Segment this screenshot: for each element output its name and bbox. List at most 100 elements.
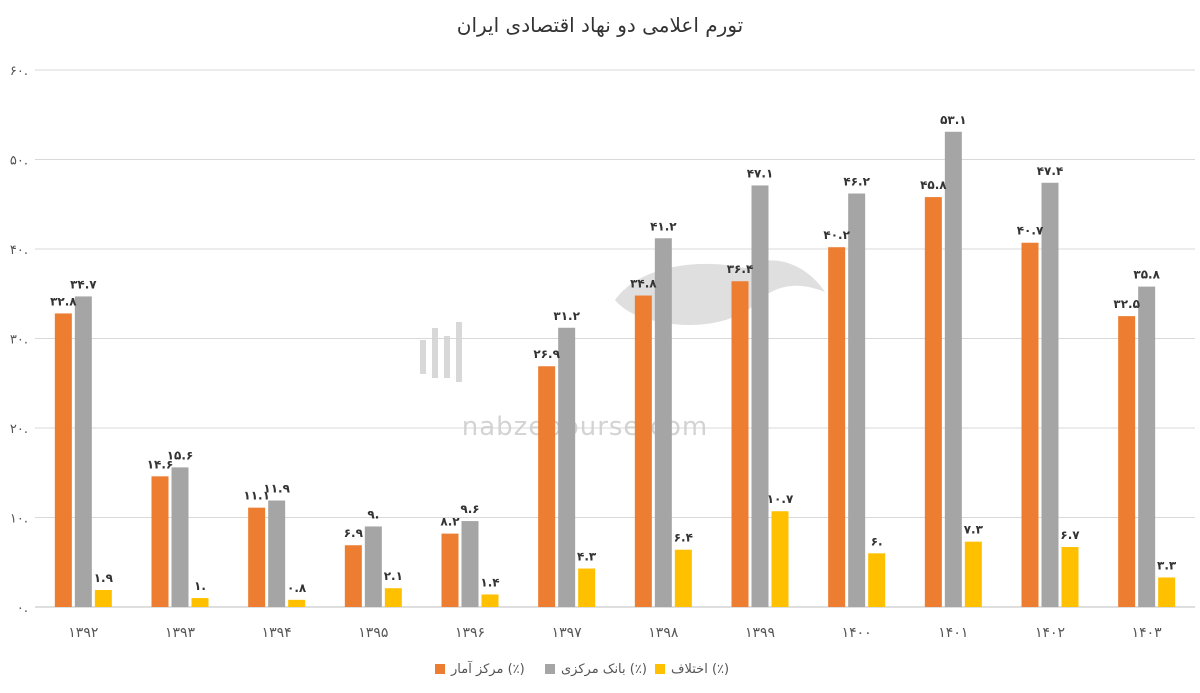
- bar: [441, 533, 459, 607]
- data-label: ۴۰.۷: [1017, 224, 1044, 238]
- legend-swatch: [545, 664, 555, 674]
- data-label: ۳۴.۷: [70, 277, 97, 291]
- data-label: ۴۰.۲: [823, 228, 850, 242]
- bar: [191, 598, 209, 607]
- x-tick-label: ۱۴۰۲: [1035, 625, 1065, 641]
- legend: مرکز آمار (٪) بانک مرکزی (٪) اختلاف (٪): [435, 660, 729, 677]
- x-tick-label: ۱۳۹۲: [68, 625, 98, 641]
- bar: [1041, 182, 1059, 607]
- x-tick-label: ۱۳۹۷: [552, 625, 583, 641]
- x-tick-label: ۱۳۹۹: [745, 625, 775, 641]
- data-label: ۹.۶: [460, 502, 479, 516]
- bar: [848, 193, 866, 607]
- data-label: ۳.۳: [1157, 558, 1177, 572]
- data-label: ۴۱.۲: [650, 219, 677, 233]
- bar: [54, 313, 72, 607]
- x-tick-label: ۱۳۹۴: [262, 625, 292, 641]
- bar: [654, 238, 672, 607]
- bar: [384, 588, 402, 607]
- data-label: ۷.۳: [964, 523, 984, 537]
- data-label: ۲۶.۹: [533, 347, 560, 361]
- bar: [481, 594, 499, 607]
- data-label: ۶.: [871, 534, 883, 548]
- grid-lines: [35, 69, 1195, 608]
- bar: [1158, 577, 1176, 607]
- data-label: ۱۱.۹: [263, 481, 290, 495]
- bar: [1061, 547, 1079, 607]
- x-axis: ۱۳۹۲ ۱۳۹۳ ۱۳۹۴ ۱۳۹۵ ۱۳۹۶ ۱۳۹۷ ۱۳۹۸ ۱۳۹۹ ۱۴۰۰ ۱۴۰۱…: [68, 625, 1162, 641]
- data-label: ۶.۴: [674, 531, 693, 545]
- data-label: ۳۶.۴: [727, 262, 754, 276]
- bar: [868, 553, 886, 607]
- data-label: ۳۲.۵: [1113, 297, 1140, 311]
- data-label: ۹.: [367, 507, 379, 521]
- bars: [54, 131, 1176, 608]
- legend-swatch: [435, 664, 445, 674]
- bar: [634, 295, 652, 607]
- bar: [248, 507, 266, 607]
- y-tick-label: ۳۰.: [10, 333, 28, 348]
- y-tick-label: ۶۰.: [10, 64, 28, 79]
- x-tick-label: ۱۳۹۶: [455, 625, 485, 641]
- data-label: ۱.: [194, 579, 206, 593]
- bar: [364, 526, 382, 607]
- bar: [268, 500, 286, 607]
- data-label: ۴۶.۲: [843, 175, 870, 189]
- x-tick-label: ۱۳۹۳: [165, 625, 196, 641]
- bar: [731, 281, 749, 607]
- data-label: ۱۱.۱: [243, 489, 270, 503]
- bar: [344, 545, 362, 607]
- data-label: ۲.۱: [384, 569, 403, 583]
- bar: [538, 366, 556, 607]
- bar: [578, 568, 596, 607]
- bar: [828, 247, 846, 607]
- bar: [1138, 286, 1156, 607]
- data-label: ۰.۸: [287, 581, 307, 595]
- bar: [1118, 316, 1136, 607]
- bar: [751, 185, 769, 607]
- bar: [771, 511, 789, 607]
- data-label: ۴۷.۴: [1037, 164, 1064, 178]
- y-tick-label: ۲۰.: [10, 422, 28, 437]
- data-label: ۳۱.۲: [553, 309, 580, 323]
- data-label: ۱۰.۷: [767, 492, 794, 506]
- legend-label: بانک مرکزی (٪): [561, 662, 647, 677]
- data-label: ۳۲.۸: [50, 294, 77, 308]
- y-tick-label: ۵۰.: [10, 154, 28, 169]
- data-label: ۶.۹: [344, 526, 364, 540]
- data-label: ۴.۳: [577, 550, 597, 564]
- x-tick-label: ۱۴۰۱: [938, 625, 968, 641]
- x-tick-label: ۱۳۹۵: [358, 625, 388, 641]
- bar: [924, 197, 942, 607]
- bar: [171, 467, 189, 607]
- legend-label: مرکز آمار (٪): [450, 660, 525, 677]
- x-tick-label: ۱۴۰۰: [842, 625, 872, 641]
- y-tick-label: ۰.: [17, 601, 28, 616]
- legend-label: اختلاف (٪): [671, 662, 729, 677]
- legend-swatch: [655, 664, 665, 674]
- data-label: ۴۷.۱: [747, 166, 774, 180]
- watermark-candles-icon: [420, 322, 462, 382]
- data-label: ۱۴.۶: [147, 457, 174, 471]
- bar: [461, 521, 479, 607]
- data-label: ۱.۴: [480, 575, 499, 589]
- bar: [151, 476, 169, 607]
- bar: [74, 296, 92, 607]
- x-tick-label: ۱۴۰۳: [1132, 625, 1163, 641]
- data-label: ۳۵.۸: [1133, 268, 1160, 282]
- data-label: ۶.۷: [1060, 528, 1080, 542]
- y-axis: ۰. ۱۰. ۲۰. ۳۰. ۴۰. ۵۰. ۶۰.: [10, 64, 28, 616]
- data-label: ۴۵.۸: [920, 178, 947, 192]
- bar: [944, 131, 962, 607]
- data-label: ۱.۹: [94, 571, 114, 585]
- bar: [964, 541, 982, 607]
- data-labels: ۳۲.۸ ۳۴.۷ ۱.۹ ۱۴.۶۱۵.۶ ۱. ۱۱.۱۱۱.۹ ۰.۸ ۶.۹۹. ۲.۱…: [50, 113, 1177, 595]
- x-tick-label: ۱۳۹۸: [648, 625, 679, 641]
- bar: [558, 327, 576, 607]
- data-label: ۵۳.۱: [940, 113, 967, 127]
- y-tick-label: ۱۰.: [10, 512, 28, 527]
- y-tick-label: ۴۰.: [10, 243, 28, 258]
- data-label: ۸.۲: [440, 515, 460, 529]
- bar: [94, 589, 112, 607]
